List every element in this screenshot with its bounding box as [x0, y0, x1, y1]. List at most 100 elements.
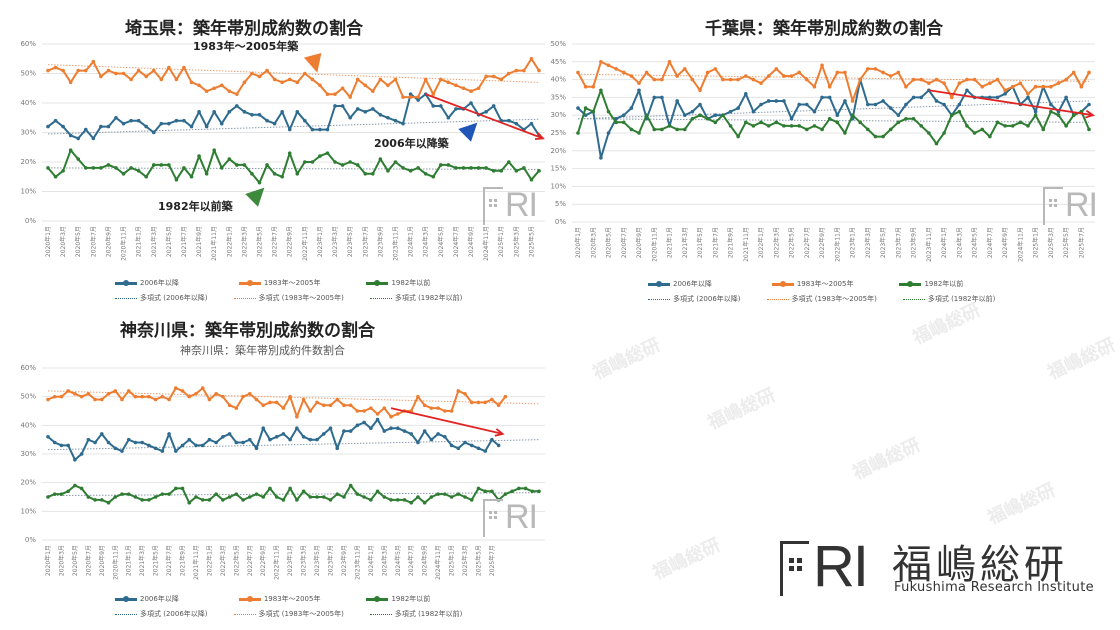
- svg-text:2024年1月: 2024年1月: [407, 226, 415, 257]
- svg-text:0%: 0%: [25, 217, 36, 225]
- svg-text:60%: 60%: [20, 364, 36, 372]
- svg-text:2020年1月: 2020年1月: [44, 545, 52, 576]
- svg-text:2020年3月: 2020年3月: [57, 545, 65, 576]
- svg-text:2024年7月: 2024年7月: [407, 545, 415, 576]
- svg-text:45%: 45%: [550, 58, 566, 66]
- legend-item-trend-pre1982: 多項式 (1982年以前): [369, 609, 462, 619]
- svg-text:2020年9月: 2020年9月: [98, 545, 106, 576]
- svg-text:50%: 50%: [20, 70, 36, 78]
- svg-text:2024年1月: 2024年1月: [940, 227, 948, 258]
- svg-text:2023年11月: 2023年11月: [391, 226, 399, 261]
- svg-text:2021年1月: 2021年1月: [125, 545, 133, 576]
- svg-text:2025年1月: 2025年1月: [448, 545, 456, 576]
- svg-text:2024年9月: 2024年9月: [1001, 227, 1009, 258]
- svg-text:50%: 50%: [550, 40, 566, 48]
- svg-text:40%: 40%: [20, 421, 36, 429]
- svg-text:10%: 10%: [20, 507, 36, 515]
- svg-text:30%: 30%: [20, 129, 36, 137]
- chart-kanagawa: 神奈川県：築年帯別成約数の割合 神奈川県：築年帯別成約件数割合 0% 10% 20%…: [0, 310, 560, 630]
- svg-text:2022年7月: 2022年7月: [271, 226, 279, 257]
- legend-item-mid: 1983年～2005年: [238, 594, 320, 604]
- svg-text:2023年3月: 2023年3月: [300, 545, 308, 576]
- svg-text:2024年3月: 2024年3月: [422, 226, 430, 257]
- svg-text:2020年11月: 2020年11月: [650, 227, 658, 262]
- svg-text:2025年7月: 2025年7月: [1077, 227, 1085, 258]
- svg-text:2023年3月: 2023年3月: [864, 227, 872, 258]
- chart-subtitle: 神奈川県：築年帯別成約件数割合: [180, 344, 345, 357]
- svg-text:2021年9月: 2021年9月: [195, 226, 203, 257]
- svg-text:2022年11月: 2022年11月: [301, 226, 309, 261]
- fri-watermark-logo: RI: [483, 186, 538, 225]
- annotation-mid: 1983年～2005年築: [193, 40, 299, 53]
- legend-item-trend-post2006: 多項式 (2006年以降): [115, 609, 208, 619]
- svg-text:2020年7月: 2020年7月: [84, 545, 92, 576]
- svg-text:2022年5月: 2022年5月: [232, 545, 240, 576]
- svg-text:2022年11月: 2022年11月: [833, 227, 841, 262]
- annotation-pre1982: 1982年以前築: [158, 200, 233, 213]
- chart-title: 千葉県：築年帯別成約数の割合: [705, 19, 943, 39]
- fri-logo: FRIRI 福嶋総研 Fukushima Research Institute: [780, 530, 1100, 600]
- svg-text:2024年5月: 2024年5月: [437, 226, 445, 257]
- svg-text:2024年3月: 2024年3月: [955, 227, 963, 258]
- svg-text:0%: 0%: [555, 218, 566, 226]
- svg-text:2023年1月: 2023年1月: [849, 227, 857, 258]
- svg-text:2021年9月: 2021年9月: [179, 545, 187, 576]
- svg-text:2025年3月: 2025年3月: [461, 545, 469, 576]
- svg-text:2025年1月: 2025年1月: [497, 226, 505, 257]
- fri-logo-mark: FRIRI: [780, 538, 869, 596]
- chart-chiba: 千葉県：築年帯別成約数の割合 0% 5% 10% 15% 20% 25% 30% 35% 40%…: [550, 0, 1120, 310]
- chart-title: 埼玉県：築年帯別成約数の割合: [125, 19, 363, 39]
- svg-text:2022年5月: 2022年5月: [256, 226, 264, 257]
- svg-text:2020年9月: 2020年9月: [104, 226, 112, 257]
- svg-text:2025年5月: 2025年5月: [1062, 227, 1070, 258]
- svg-text:2021年1月: 2021年1月: [135, 226, 143, 257]
- svg-text:2022年11月: 2022年11月: [273, 545, 281, 580]
- svg-text:2023年1月: 2023年1月: [286, 545, 294, 576]
- watermark: 福嶋総研: [589, 334, 664, 385]
- svg-text:2022年1月: 2022年1月: [205, 545, 213, 576]
- svg-text:2024年7月: 2024年7月: [986, 227, 994, 258]
- svg-text:2024年9月: 2024年9月: [421, 545, 429, 576]
- svg-text:2021年11月: 2021年11月: [192, 545, 200, 580]
- svg-text:2023年11月: 2023年11月: [353, 545, 361, 580]
- svg-text:30%: 30%: [20, 450, 36, 458]
- svg-text:2025年5月: 2025年5月: [474, 545, 482, 576]
- svg-text:2024年3月: 2024年3月: [380, 545, 388, 576]
- svg-text:2021年7月: 2021年7月: [180, 226, 188, 257]
- legend-item-mid: 1983年～2005年: [238, 278, 320, 288]
- svg-text:2024年9月: 2024年9月: [467, 226, 475, 257]
- watermark: 福嶋総研: [984, 479, 1059, 530]
- svg-text:2021年3月: 2021年3月: [150, 226, 158, 257]
- svg-text:2020年3月: 2020年3月: [589, 227, 597, 258]
- svg-text:2021年7月: 2021年7月: [711, 227, 719, 258]
- svg-text:2020年5月: 2020年5月: [71, 545, 79, 576]
- svg-text:2021年7月: 2021年7月: [165, 545, 173, 576]
- svg-text:2023年1月: 2023年1月: [316, 226, 324, 257]
- legend-item-trend-post2006: 多項式 (2006年以降): [648, 294, 741, 304]
- svg-text:2023年11月: 2023年11月: [925, 227, 933, 262]
- legend-item-pre1982: 1982年以前: [899, 279, 963, 289]
- legend-item-pre1982: 1982年以前: [366, 594, 430, 604]
- svg-text:2022年3月: 2022年3月: [772, 227, 780, 258]
- svg-text:50%: 50%: [20, 393, 36, 401]
- annotation-post2006: 2006年以降築: [374, 137, 449, 150]
- svg-text:2022年9月: 2022年9月: [818, 227, 826, 258]
- svg-text:2022年3月: 2022年3月: [219, 545, 227, 576]
- svg-text:2023年7月: 2023年7月: [326, 545, 334, 576]
- legend-item-pre1982: 1982年以前: [366, 278, 430, 288]
- svg-text:2021年1月: 2021年1月: [666, 227, 674, 258]
- svg-text:2023年7月: 2023年7月: [361, 226, 369, 257]
- chart-title: 神奈川県：築年帯別成約数の割合: [120, 321, 375, 341]
- svg-text:2020年5月: 2020年5月: [605, 227, 613, 258]
- legend-item-mid: 1983年～2005年: [771, 279, 853, 289]
- legend-item-post2006: 2006年以降: [115, 278, 179, 288]
- legend-item-post2006: 2006年以降: [648, 279, 712, 289]
- watermark: 福嶋総研: [649, 534, 724, 585]
- svg-text:2020年3月: 2020年3月: [59, 226, 67, 257]
- svg-text:20%: 20%: [20, 158, 36, 166]
- chart-saitama: 埼玉県：築年帯別成約数の割合 0% 10% 20% 30% 40% 50% 60% 2020年…: [0, 0, 560, 310]
- svg-text:2024年5月: 2024年5月: [971, 227, 979, 258]
- plot-area: 0% 10% 20% 30% 40% 50% 60% 2020年1月 2020年3月 2020年5…: [20, 40, 545, 261]
- svg-text:35%: 35%: [550, 93, 566, 101]
- fri-logo-en: Fukushima Research Institute: [894, 580, 1094, 595]
